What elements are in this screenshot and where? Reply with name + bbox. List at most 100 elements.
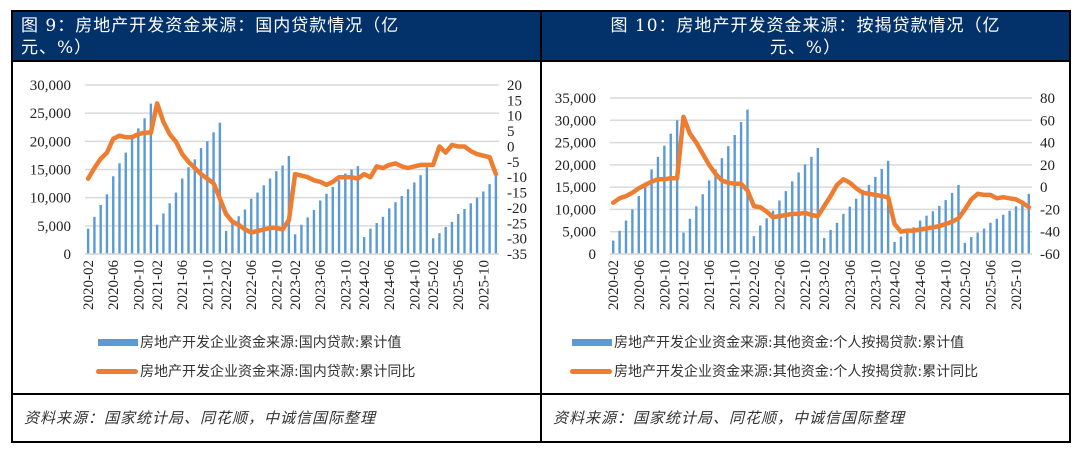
y-tick-label: 20,000	[30, 134, 71, 150]
x-tick-label: 2023-02	[817, 260, 833, 310]
bar	[137, 128, 140, 254]
bar	[669, 133, 672, 254]
y2-tick-label: 60	[1040, 113, 1055, 129]
figure-10-chart-area: 0 5,000 10,000 15,000 20,000 25,000 30,000 35,0…	[542, 62, 1069, 395]
y2-tick-label: 15	[507, 93, 522, 109]
bar	[675, 120, 679, 255]
bar	[438, 233, 441, 254]
x-tick-label: 2024-10	[939, 260, 955, 310]
x-tick-label: 2021-06	[175, 260, 191, 310]
bar	[419, 175, 422, 254]
bar	[356, 166, 360, 254]
y-tick-label: 30,000	[555, 113, 596, 129]
x-tick-label: 2024-06	[382, 260, 398, 310]
bar	[656, 156, 660, 254]
x-tick-label: 2023-06	[313, 260, 329, 310]
bar	[457, 214, 460, 254]
x-axis: 2020-02 2020-06 2020-10 2021-02 2021-06 2021-…	[81, 260, 492, 310]
x-tick-label: 2021-10	[728, 260, 744, 310]
bar	[611, 240, 615, 254]
bar	[469, 203, 472, 254]
bar	[482, 191, 485, 254]
x-tick-label: 2025-10	[476, 260, 492, 310]
bar	[118, 163, 121, 254]
y-tick-label: 5,000	[562, 225, 596, 241]
bar	[624, 220, 628, 254]
bar	[759, 225, 762, 254]
bar	[637, 196, 640, 254]
y2-tick-label: 20	[507, 78, 522, 94]
bar	[431, 238, 435, 254]
bar	[1002, 214, 1005, 254]
legend-swatch-line	[570, 368, 612, 374]
figure-9-title: 图 9：房地产开发资金来源：国内贷款情况（亿 元、%）	[13, 12, 540, 59]
bar	[1014, 206, 1018, 254]
bar	[444, 226, 447, 254]
bar	[250, 198, 253, 254]
y-tick-label: 30,000	[30, 78, 71, 94]
x-tick-label: 2025-06	[451, 260, 467, 310]
y2-tick-label: 40	[1040, 136, 1055, 152]
bar	[631, 209, 634, 254]
bar	[193, 159, 196, 254]
y-tick-label: 20,000	[555, 158, 596, 174]
bar	[912, 227, 915, 254]
y2-tick-label: -10	[507, 170, 527, 186]
y-tick-label: 25,000	[555, 136, 596, 152]
bar	[1027, 193, 1031, 254]
bar	[938, 205, 941, 254]
figure-10-chart: 0 5,000 10,000 15,000 20,000 25,000 30,000 35,0…	[555, 91, 1060, 310]
bar	[149, 103, 153, 254]
bar	[970, 237, 973, 254]
x-tick-label: 2020-06	[632, 260, 648, 310]
bar	[406, 189, 410, 254]
bar	[344, 173, 347, 254]
y2-tick-label: -60	[1040, 247, 1060, 263]
bar	[829, 229, 832, 254]
bar	[400, 195, 403, 254]
bar	[739, 122, 743, 254]
x-tick-label: 2024-10	[407, 260, 423, 310]
bar	[682, 232, 685, 254]
y-axis-left: 0 5,000 10,000 15,000 20,000 25,000 30,000	[30, 78, 71, 263]
x-tick-label: 2025-10	[1009, 260, 1025, 310]
bar	[275, 171, 278, 254]
bar	[752, 236, 756, 254]
bar	[835, 222, 839, 254]
bar	[388, 208, 391, 254]
legend-swatch-line	[96, 368, 138, 374]
y2-tick-label: 10	[507, 109, 522, 125]
gridlines	[85, 84, 499, 255]
bar	[475, 197, 479, 254]
bar	[791, 181, 794, 254]
bar	[256, 192, 259, 254]
y2-tick-label: -20	[507, 201, 527, 217]
bar	[778, 200, 781, 254]
legend-label-bar: 房地产开发企业资金来源:其他资金:个人按揭贷款:累计值	[614, 335, 965, 351]
bar	[463, 208, 466, 254]
x-tick-label: 2025-02	[426, 260, 442, 310]
x-tick-label: 2024-02	[888, 260, 904, 310]
y-axis-left: 0 5,000 10,000 15,000 20,000 25,000 30,000 35,0…	[555, 91, 596, 263]
bar	[822, 237, 826, 254]
x-tick-label: 2020-02	[81, 260, 97, 310]
bar	[306, 217, 309, 254]
bar	[99, 204, 102, 254]
x-tick-label: 2021-10	[200, 260, 216, 310]
y2-tick-label: -40	[1040, 225, 1060, 241]
bar	[816, 147, 820, 254]
x-tick-label: 2021-02	[150, 260, 166, 310]
bar	[224, 230, 228, 254]
bar	[963, 242, 967, 254]
figure-9-title-line2: 元、%）	[21, 38, 93, 58]
bar	[765, 218, 768, 254]
x-tick-label: 2022-06	[772, 260, 788, 310]
x-tick-label: 2023-10	[338, 260, 354, 310]
bar	[381, 216, 385, 254]
bar-series	[86, 103, 498, 254]
y2-tick-label: 0	[1040, 180, 1048, 196]
bar	[995, 218, 999, 254]
bar	[325, 193, 328, 254]
x-tick-label: 2022-10	[269, 260, 285, 310]
y2-tick-label: 20	[1040, 158, 1055, 174]
